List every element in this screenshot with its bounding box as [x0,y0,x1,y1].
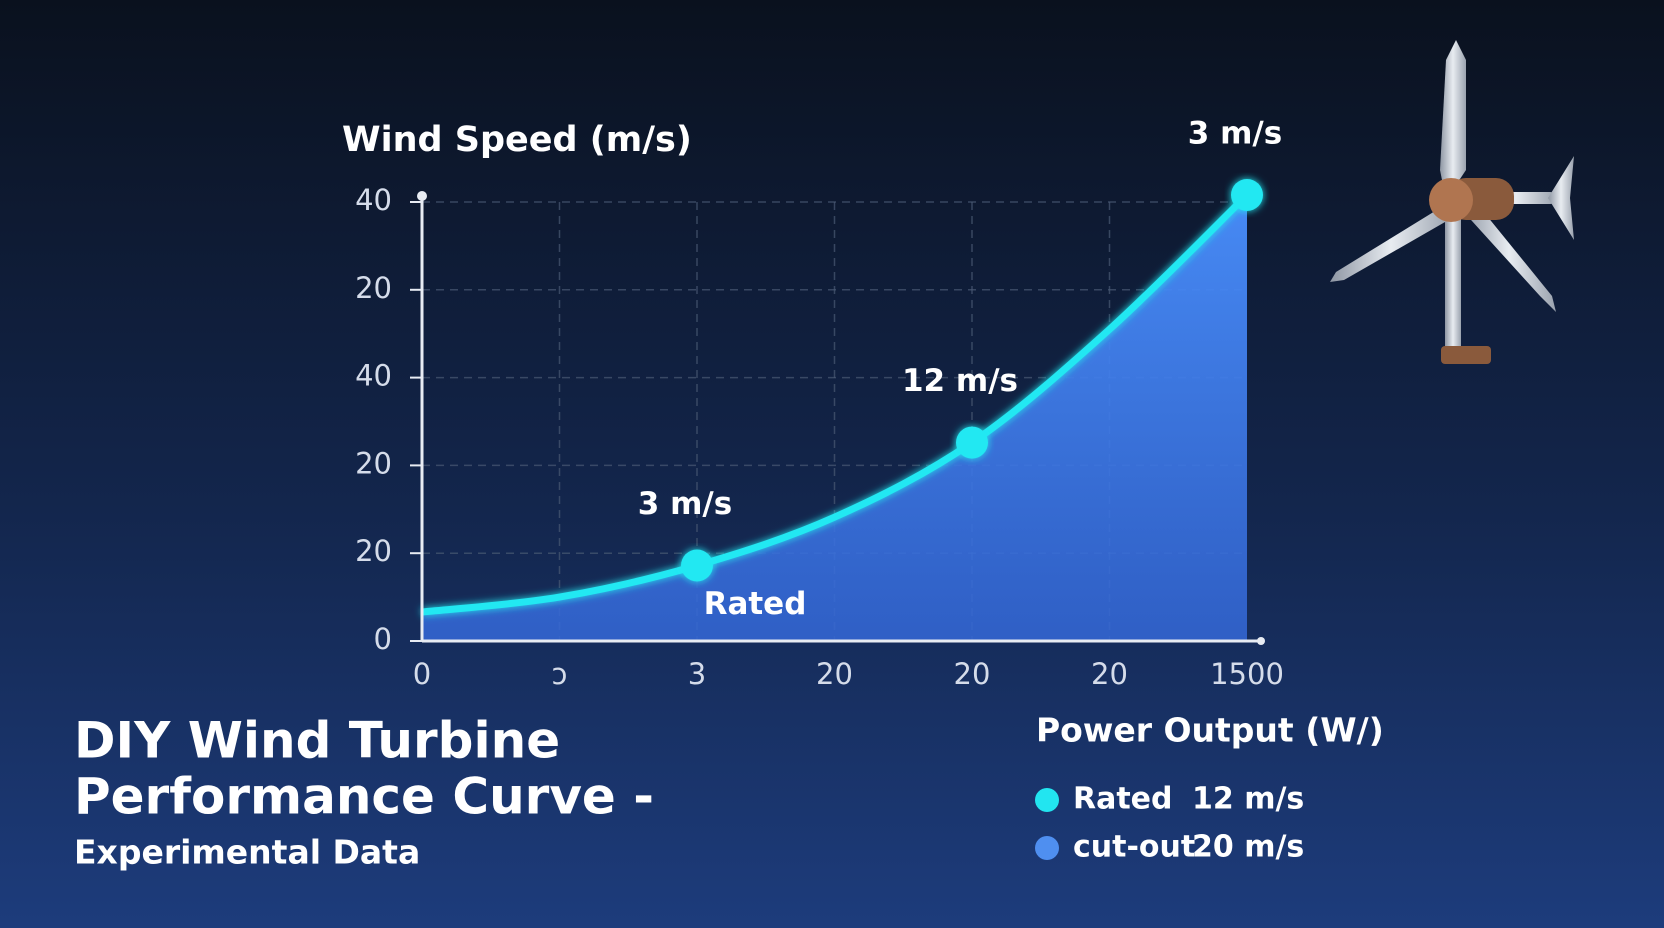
annotation: Rated [704,586,807,622]
x-axis-title: Power Output (W/) [1036,711,1384,750]
y-tick-label: 20 [355,446,392,480]
legend-value: 20 m/s [1192,830,1304,865]
x-tick-label: 20 [816,657,853,691]
x-tick-label: ↄ [552,657,568,691]
y-tick-label: 20 [355,534,392,568]
y-tick-label: 20 [355,271,392,305]
axis-end [1257,637,1265,645]
chart-subtitle: Experimental Data [74,833,420,872]
annotation: 3 m/s [638,486,732,522]
x-tick-label: 20 [1091,657,1128,691]
axis-end [417,191,427,201]
y-tick-label: 40 [355,183,392,217]
legend-swatch [1035,836,1059,860]
legend-value: 12 m/s [1192,782,1304,817]
point-marker [681,549,713,582]
y-axis-title: Wind Speed (m/s) [342,120,692,160]
turbine-icon [1330,40,1574,364]
chart-title: Performance Curve - [74,768,654,826]
x-tick-label: 0 [413,657,431,691]
x-tick-label: 3 [688,657,706,691]
legend-label: cut-out [1073,830,1195,865]
legend-swatch [1035,788,1059,812]
x-tick-label: 20 [954,657,991,691]
annotation: 12 m/s [902,363,1018,399]
line [421,192,1250,616]
point-marker [1231,178,1263,211]
chart-title: DIY Wind Turbine [74,712,560,770]
point-marker [956,426,988,459]
x-tick-label: 1500 [1210,657,1284,691]
area [422,194,1247,641]
annotation: 3 m/s [1188,115,1282,151]
legend-label: Rated [1073,782,1173,817]
y-tick-label: 0 [374,622,392,656]
y-tick-label: 40 [355,359,392,393]
